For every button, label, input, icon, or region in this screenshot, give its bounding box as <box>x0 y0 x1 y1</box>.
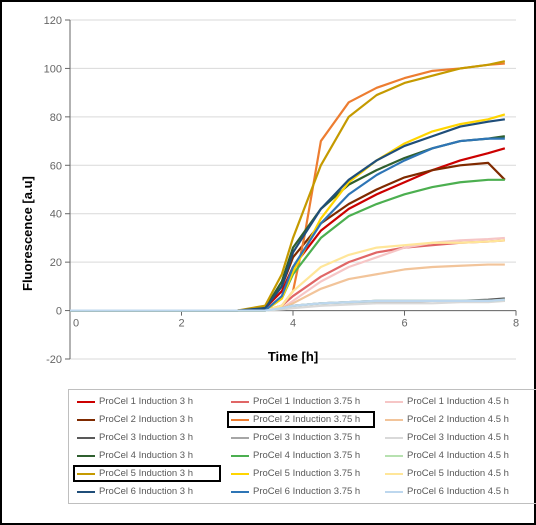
legend-item-p3_375: ProCel 3 Induction 3.75 h <box>231 432 377 443</box>
legend-label: ProCel 2 Induction 3.75 h <box>253 414 360 425</box>
legend-item-p1_375: ProCel 1 Induction 3.75 h <box>231 396 377 407</box>
legend-item-p5_375: ProCel 5 Induction 3.75 h <box>231 468 377 479</box>
legend-item-p6_375: ProCel 6 Induction 3.75 h <box>231 486 377 497</box>
legend-item-p4_45: ProCel 4 Induction 4.5 h <box>385 450 531 461</box>
legend-item-p2_3: ProCel 2 Induction 3 h <box>77 414 223 425</box>
x-axis-label: Time [h] <box>268 349 318 364</box>
legend-item-p1_45: ProCel 1 Induction 4.5 h <box>385 396 531 407</box>
legend-label: ProCel 5 Induction 3 h <box>99 468 193 479</box>
y-tick-label: 120 <box>44 16 62 27</box>
legend-swatch <box>77 401 95 403</box>
y-tick-label: 80 <box>50 112 62 124</box>
legend-label: ProCel 3 Induction 3 h <box>99 432 193 443</box>
legend-label: ProCel 2 Induction 4.5 h <box>407 414 509 425</box>
legend-swatch <box>231 401 249 403</box>
legend-item-p4_375: ProCel 4 Induction 3.75 h <box>231 450 377 461</box>
legend-swatch <box>77 419 95 421</box>
legend-swatch <box>231 419 249 421</box>
y-tick-label: -20 <box>46 354 62 366</box>
legend-swatch <box>77 455 95 457</box>
x-tick-label: 6 <box>401 318 407 330</box>
legend-swatch <box>231 455 249 457</box>
legend-swatch <box>385 473 403 475</box>
legend-label: ProCel 5 Induction 4.5 h <box>407 468 509 479</box>
legend-label: ProCel 4 Induction 4.5 h <box>407 450 509 461</box>
legend-item-p6_3: ProCel 6 Induction 3 h <box>77 486 223 497</box>
x-tick-label: 4 <box>290 318 296 330</box>
legend-item-p2_45: ProCel 2 Induction 4.5 h <box>385 414 531 425</box>
legend-label: ProCel 3 Induction 3.75 h <box>253 432 360 443</box>
legend-item-p4_3: ProCel 4 Induction 3 h <box>77 450 223 461</box>
legend-label: ProCel 2 Induction 3 h <box>99 414 193 425</box>
legend-swatch <box>231 491 249 493</box>
legend-label: ProCel 4 Induction 3.75 h <box>253 450 360 461</box>
chart-frame: Fluorescence [a.u] -20020406080100120024… <box>0 0 536 525</box>
x-tick-label: 8 <box>513 318 519 330</box>
y-tick-label: 60 <box>50 160 62 172</box>
x-tick-label: 0 <box>73 318 79 330</box>
legend-swatch <box>385 437 403 439</box>
legend-label: ProCel 5 Induction 3.75 h <box>253 468 360 479</box>
legend-swatch <box>385 455 403 457</box>
y-tick-label: 40 <box>50 209 62 221</box>
legend: ProCel 1 Induction 3 h ProCel 1 Induction… <box>68 389 536 504</box>
legend-item-p5_3: ProCel 5 Induction 3 h <box>77 468 223 479</box>
y-tick-label: 100 <box>44 63 62 75</box>
plot-area: -2002040608010012002468Time [h] <box>70 20 516 359</box>
legend-item-p3_3: ProCel 3 Induction 3 h <box>77 432 223 443</box>
legend-label: ProCel 1 Induction 3.75 h <box>253 396 360 407</box>
legend-label: ProCel 1 Induction 3 h <box>99 396 193 407</box>
legend-swatch <box>77 473 95 475</box>
legend-swatch <box>385 419 403 421</box>
legend-label: ProCel 1 Induction 4.5 h <box>407 396 509 407</box>
legend-item-p2_375: ProCel 2 Induction 3.75 h <box>231 414 377 425</box>
legend-item-p6_45: ProCel 6 Induction 4.5 h <box>385 486 531 497</box>
legend-label: ProCel 3 Induction 4.5 h <box>407 432 509 443</box>
legend-item-p3_45: ProCel 3 Induction 4.5 h <box>385 432 531 443</box>
x-tick-label: 2 <box>178 318 184 330</box>
legend-item-p5_45: ProCel 5 Induction 4.5 h <box>385 468 531 479</box>
y-tick-label: 0 <box>56 306 62 318</box>
y-tick-label: 20 <box>50 257 62 269</box>
legend-label: ProCel 6 Induction 3 h <box>99 486 193 497</box>
legend-label: ProCel 6 Induction 3.75 h <box>253 486 360 497</box>
legend-swatch <box>77 491 95 493</box>
legend-label: ProCel 6 Induction 4.5 h <box>407 486 509 497</box>
legend-swatch <box>231 437 249 439</box>
legend-swatch <box>77 437 95 439</box>
legend-swatch <box>231 473 249 475</box>
legend-swatch <box>385 401 403 403</box>
legend-swatch <box>385 491 403 493</box>
legend-item-p1_3: ProCel 1 Induction 3 h <box>77 396 223 407</box>
legend-label: ProCel 4 Induction 3 h <box>99 450 193 461</box>
